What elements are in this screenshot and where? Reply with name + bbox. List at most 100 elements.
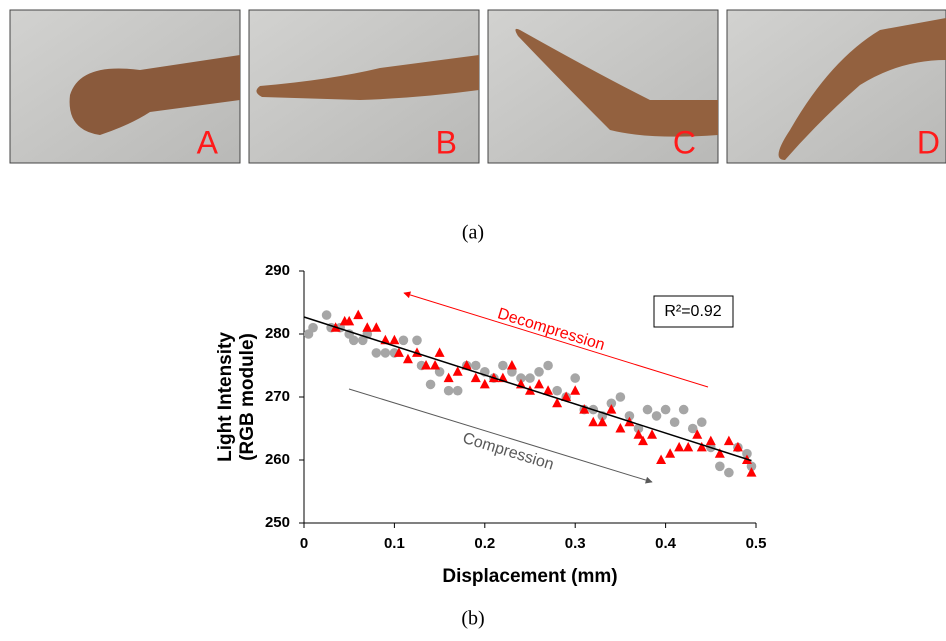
point [412,335,422,346]
point [534,367,544,377]
point [552,385,562,396]
point [398,335,409,346]
point [389,334,400,345]
point [321,310,332,320]
y-axis-label: (RGB module) [237,333,258,461]
point [543,385,554,395]
photo-c [487,9,719,164]
x-tick-label: 0.1 [384,535,405,552]
point [525,373,535,383]
point [534,378,545,389]
point [714,448,725,458]
point [393,347,404,357]
point [742,448,752,459]
point [687,423,698,434]
point [570,385,581,395]
point [642,404,653,415]
point [674,441,685,452]
point [344,315,355,326]
point [678,404,689,415]
point [660,404,671,415]
point [606,404,617,414]
point [597,416,608,427]
point [696,441,707,452]
point [443,372,454,383]
point [362,322,373,332]
point [308,322,318,333]
annotation: Compression [461,430,556,474]
point [430,360,441,370]
point [516,373,526,383]
point [656,454,667,464]
panel-label: D [917,124,940,160]
point [606,398,617,409]
point [561,391,572,401]
x-tick-label: 0.4 [655,535,677,552]
point [633,429,644,439]
point [696,417,707,428]
point [402,353,413,364]
panel-label: A [197,124,219,160]
photo-b [248,9,480,164]
point [588,416,599,427]
photo-d [726,9,946,164]
point [348,335,359,346]
point [452,366,463,376]
point [479,378,490,389]
point [434,347,445,357]
point [443,385,454,396]
point [683,441,694,452]
point [723,435,734,446]
point [615,423,626,433]
panel-label: B [436,124,457,160]
point [371,322,382,332]
point [715,461,725,472]
y-tick-label: 250 [265,514,290,531]
annotation: Decompression [495,305,606,354]
point [452,385,463,396]
x-tick-label: 0.2 [474,535,495,552]
point [470,360,481,371]
point [353,309,364,320]
y-tick-label: 290 [265,262,290,279]
point [651,411,662,421]
point [665,448,676,458]
y-axis-label: Light Intensity [215,332,236,462]
point [470,372,481,383]
point [633,423,644,434]
point [461,360,472,370]
x-axis-label: Displacement (mm) [442,566,617,587]
point [506,360,517,370]
point [421,360,432,370]
point [669,417,680,428]
point [746,467,757,477]
annotation: R²=0.92 [664,303,721,320]
x-tick-label: 0 [300,535,308,552]
y-tick-label: 270 [265,388,290,405]
point [732,441,743,452]
photo-a [9,9,241,164]
point [724,467,734,478]
point [543,360,553,371]
point [371,348,382,358]
x-tick-label: 0.3 [565,535,586,552]
point [498,360,508,371]
point [692,429,703,439]
point [615,392,626,402]
arrow [403,291,709,388]
point [638,435,648,446]
trendline [303,316,752,462]
annotation-box [653,295,734,328]
panel-label: C [673,124,696,160]
caption: (b) [461,608,484,630]
point [380,348,391,358]
point [624,411,635,421]
point [647,429,658,439]
point [579,404,590,414]
point [552,397,563,408]
arrow [348,388,653,484]
caption: (a) [462,222,484,244]
point [570,373,580,383]
point [705,435,716,446]
